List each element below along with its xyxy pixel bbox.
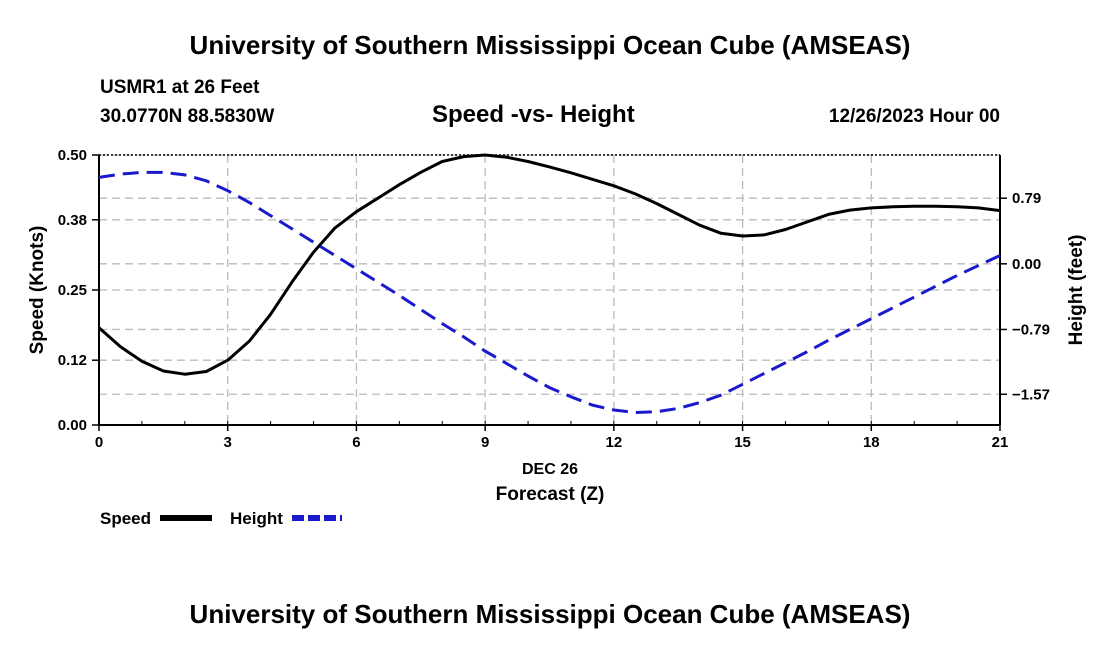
legend-height-label: Height: [230, 509, 283, 528]
y-left-tick-label: 0.50: [58, 147, 87, 164]
y-axis-left-title: Speed (Knots): [27, 226, 48, 355]
legend-speed-label: Speed: [100, 509, 152, 528]
plot-title: Speed -vs- Height: [432, 101, 635, 128]
x-tick-label: 21: [992, 434, 1009, 451]
y-left-tick-label: 0.12: [58, 352, 87, 369]
x-tick-label: 15: [734, 434, 751, 451]
y-right-tick-label: 0.00: [1012, 256, 1041, 273]
x-tick-label: 6: [352, 434, 360, 451]
legend-height-swatch: [292, 515, 342, 521]
x-tick-label: 3: [224, 434, 232, 451]
station-label: USMR1 at 26 Feet: [100, 77, 260, 98]
legend-speed-swatch: [160, 515, 212, 521]
series-line-height: [98, 170, 1001, 414]
y-right-tick-label: −0.79: [1012, 321, 1050, 338]
y-axis-right-title: Height (feet): [1066, 235, 1087, 346]
x-axis-date-label: DEC 26: [522, 461, 578, 478]
y-right-tick-label: 0.79: [1012, 190, 1041, 207]
y-left-tick-label: 0.38: [58, 212, 87, 229]
y-right-tick-label: −1.57: [1012, 386, 1050, 403]
x-tick-label: 18: [863, 434, 880, 451]
x-tick-label: 12: [606, 434, 623, 451]
x-tick-label: 0: [95, 434, 103, 451]
x-axis-title: Forecast (Z): [496, 484, 605, 505]
series-line-speed: [98, 153, 1001, 376]
y-left-tick-label: 0.00: [58, 417, 87, 434]
page-title: University of Southern Mississippi Ocean…: [189, 30, 911, 60]
station-coordinates: 30.0770N 88.5830W: [100, 106, 275, 127]
footer-title: University of Southern Mississippi Ocean…: [189, 599, 911, 629]
forecast-date: 12/26/2023 Hour 00: [828, 106, 1000, 127]
x-tick-label: 9: [481, 434, 489, 451]
y-left-tick-label: 0.25: [58, 282, 87, 299]
